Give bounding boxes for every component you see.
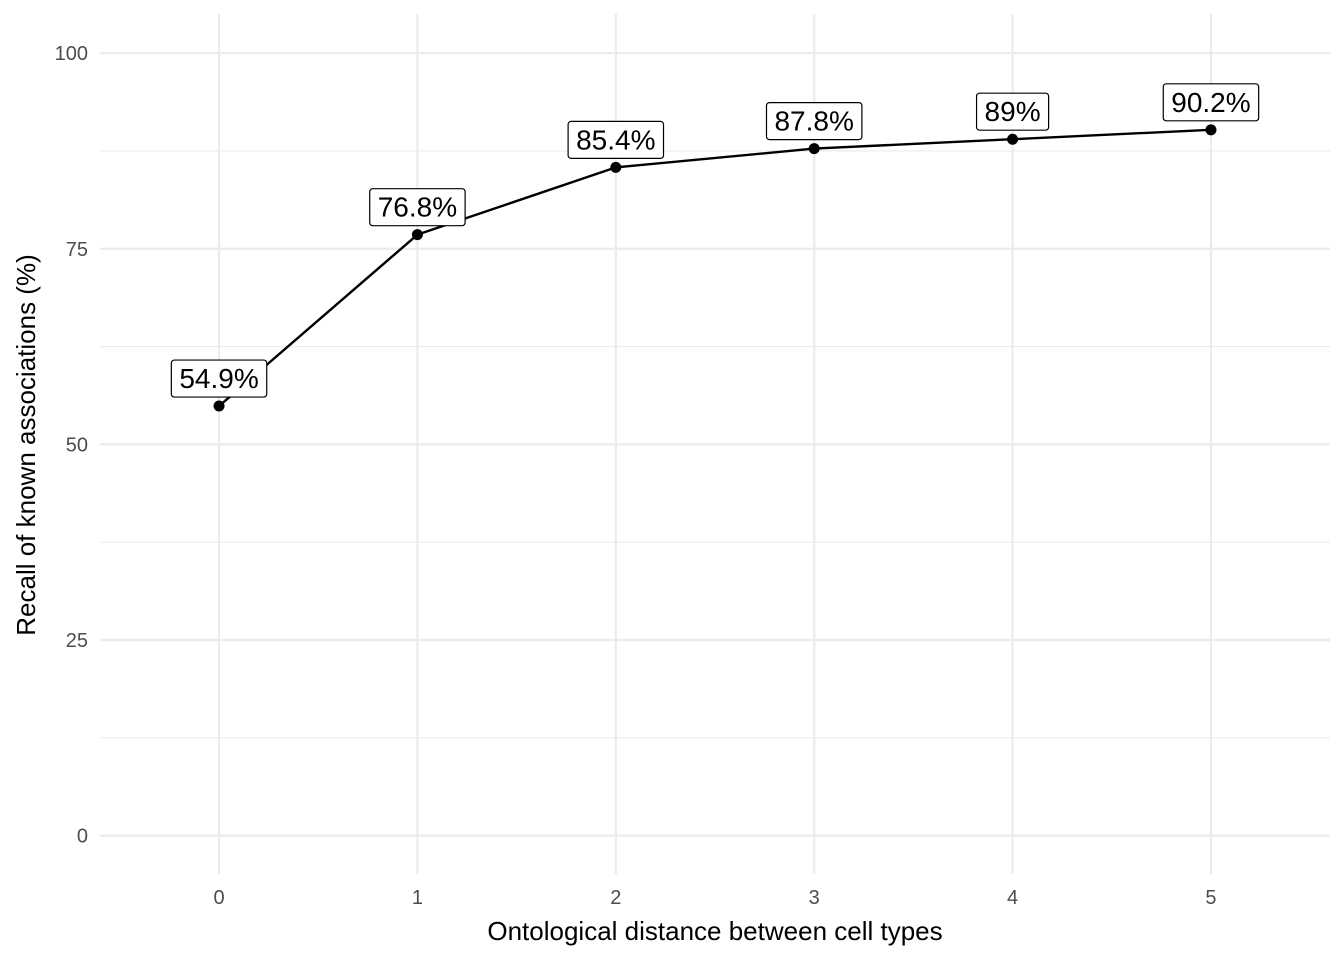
data-label-box (765, 101, 863, 141)
data-label: 89% (975, 92, 1050, 131)
data-labels: 54.9% 76.8% 85.4% 87.8% 89% 90.2% (170, 83, 1260, 398)
data-label-box (567, 120, 665, 159)
grid-lines (100, 14, 1330, 874)
x-tick-label: 1 (412, 887, 423, 909)
x-tick-label: 0 (213, 887, 224, 909)
data-label-box (975, 92, 1050, 131)
data-label-text: 87.8% (774, 106, 853, 137)
data-label: 76.8% (369, 188, 466, 227)
y-tick-label: 75 (66, 239, 88, 261)
data-label: 90.2% (1162, 83, 1260, 122)
y-tick-label: 100 (55, 43, 88, 65)
data-label-text: 85.4% (576, 124, 655, 155)
y-axis-title: Recall of known associations (%) (11, 254, 41, 636)
data-point (808, 143, 820, 155)
y-tick-label: 25 (66, 630, 88, 652)
data-label-box (369, 188, 466, 227)
data-label-text: 89% (985, 96, 1041, 127)
data-label-text: 76.8% (378, 192, 457, 223)
x-tick-label: 5 (1205, 887, 1216, 909)
data-point (213, 400, 225, 412)
x-tick-label: 3 (809, 887, 820, 909)
y-tick-label: 50 (66, 434, 88, 456)
data-label-text: 54.9% (179, 363, 258, 394)
data-point (1007, 133, 1019, 145)
data-label: 87.8% (765, 101, 863, 141)
x-tick-label: 4 (1007, 887, 1018, 909)
y-axis-tick-labels: 0 25 50 75 100 (55, 43, 88, 848)
x-tick-label: 2 (610, 887, 621, 909)
data-label-text: 90.2% (1171, 87, 1250, 118)
data-point (610, 161, 622, 173)
data-points (213, 124, 1217, 412)
data-label-box (170, 359, 268, 398)
data-point (1205, 124, 1217, 136)
x-axis-tick-labels: 0 1 2 3 4 5 (213, 887, 1216, 909)
data-point (411, 229, 423, 241)
y-tick-label: 0 (77, 826, 88, 848)
series-recall (218, 128, 1212, 407)
data-label: 85.4% (567, 120, 665, 159)
data-label-box (1162, 83, 1260, 122)
data-label: 54.9% (170, 359, 268, 398)
series-line (218, 128, 1212, 407)
x-axis-title: Ontological distance between cell types (487, 916, 942, 946)
